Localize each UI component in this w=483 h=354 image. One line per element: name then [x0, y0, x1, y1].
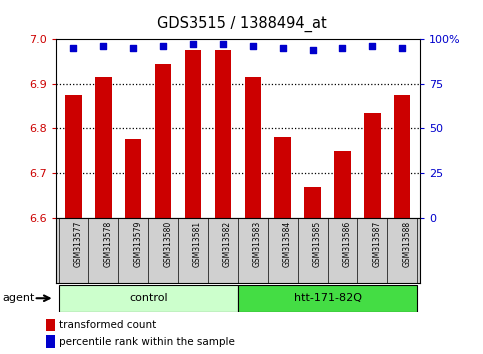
Point [369, 43, 376, 49]
Text: GSM313578: GSM313578 [103, 221, 113, 267]
Text: control: control [129, 293, 168, 303]
Text: GSM313584: GSM313584 [283, 221, 292, 267]
Point [129, 45, 137, 51]
Text: GSM313588: GSM313588 [402, 221, 412, 267]
Bar [238, 285, 417, 312]
Text: GSM313579: GSM313579 [133, 221, 142, 267]
Text: transformed count: transformed count [59, 320, 156, 330]
Text: GSM313580: GSM313580 [163, 221, 172, 267]
Bar [215, 50, 231, 218]
Bar [185, 50, 201, 218]
Text: percentile rank within the sample: percentile rank within the sample [59, 337, 235, 347]
Point [99, 43, 107, 49]
Bar [46, 335, 55, 348]
Point [189, 41, 197, 47]
Bar [364, 113, 381, 218]
Bar [155, 63, 171, 218]
Bar [46, 319, 55, 331]
Bar [274, 137, 291, 218]
Bar [394, 95, 411, 218]
Text: GSM313577: GSM313577 [73, 221, 83, 267]
Text: GDS3515 / 1388494_at: GDS3515 / 1388494_at [156, 16, 327, 32]
Text: GSM313586: GSM313586 [342, 221, 352, 267]
Bar [304, 187, 321, 218]
Bar [244, 77, 261, 218]
Point [279, 45, 286, 51]
Bar [95, 77, 112, 218]
Bar [334, 151, 351, 218]
Text: GSM313587: GSM313587 [372, 221, 382, 267]
Bar [125, 139, 142, 218]
Point [249, 43, 256, 49]
Text: htt-171-82Q: htt-171-82Q [294, 293, 362, 303]
Bar [58, 285, 238, 312]
Point [398, 45, 406, 51]
Text: GSM313582: GSM313582 [223, 221, 232, 267]
Point [159, 43, 167, 49]
Text: GSM313585: GSM313585 [313, 221, 322, 267]
Bar [65, 95, 82, 218]
Point [70, 45, 77, 51]
Point [309, 47, 316, 52]
Point [339, 45, 346, 51]
Point [219, 41, 227, 47]
Text: GSM313583: GSM313583 [253, 221, 262, 267]
Text: GSM313581: GSM313581 [193, 221, 202, 267]
Text: agent: agent [2, 293, 35, 303]
